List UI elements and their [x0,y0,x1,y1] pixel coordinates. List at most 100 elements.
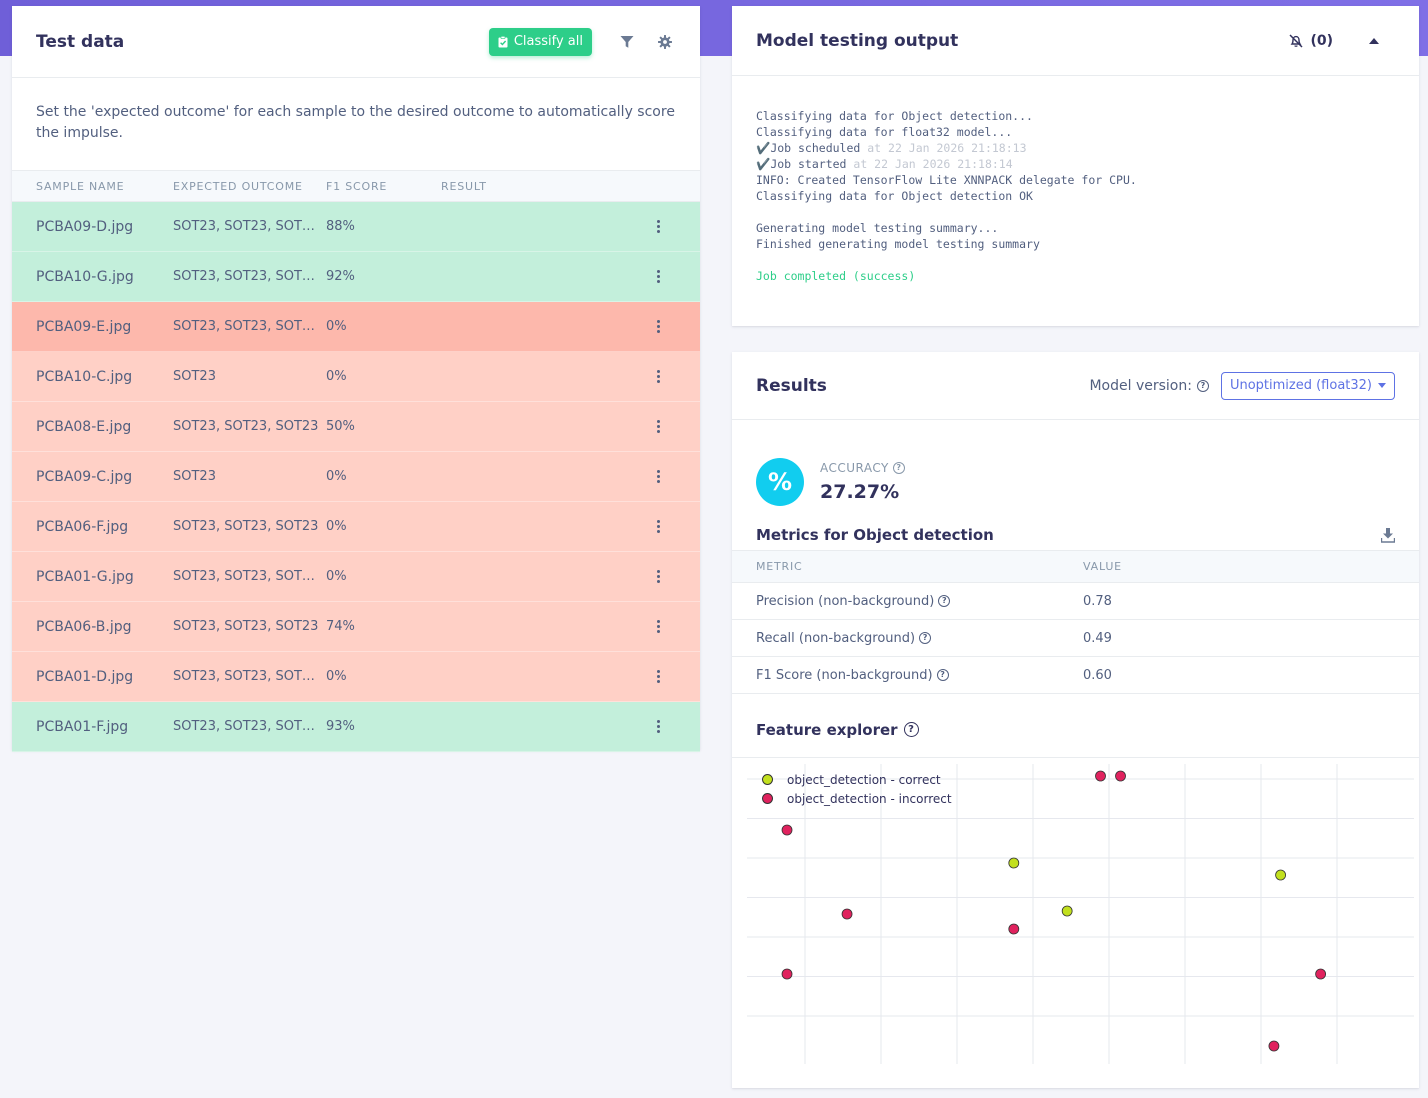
expected-outcome: SOT23 [173,469,216,484]
table-row[interactable]: PCBA06-B.jpg SOT23, SOT23, SOT23 74% [12,602,700,652]
help-icon[interactable]: ? [903,722,919,737]
test-data-title: Test data [36,31,125,52]
row-menu-icon[interactable] [643,420,673,433]
point-correct[interactable] [1275,869,1286,881]
sample-name[interactable]: PCBA10-C.jpg [36,368,133,385]
console-line: Classifying data for Object detection OK [756,188,1395,204]
results-header: Results Model version: ? Unoptimized (fl… [732,352,1419,420]
row-menu-icon[interactable] [643,470,673,483]
sample-name[interactable]: PCBA06-B.jpg [36,618,132,635]
metric-value: 0.60 [1083,667,1112,683]
feature-explorer-chart [747,764,1414,1064]
sample-name[interactable]: PCBA01-G.jpg [36,568,134,585]
row-menu-icon[interactable] [643,670,673,683]
point-incorrect[interactable] [841,908,853,920]
point-incorrect[interactable] [1095,770,1106,782]
collapse-output-button[interactable] [1367,37,1381,44]
sample-name[interactable]: PCBA01-F.jpg [36,718,129,735]
metric-row: Recall (non-background)? 0.49 [732,620,1419,657]
sample-name[interactable]: PCBA09-C.jpg [36,468,133,485]
row-menu-icon[interactable] [643,270,673,283]
f1-score: 0% [326,369,347,384]
download-icon[interactable] [1381,527,1395,543]
model-version-select[interactable]: Unoptimized (float32) [1220,371,1395,400]
metric-name-text: Precision (non-background) [756,593,935,609]
sample-name[interactable]: PCBA09-D.jpg [36,218,134,235]
row-menu-icon[interactable] [643,720,673,733]
metric-name-text: Recall (non-background) [756,630,916,646]
job-completed-line: Job completed (success) [756,269,916,283]
sample-name[interactable]: PCBA10-G.jpg [36,268,134,285]
legend-item[interactable]: object_detection - correct [762,770,952,789]
f1-score: 92% [326,269,355,284]
model-version-text: Model version: [1089,377,1192,394]
console-line: ✔️Job scheduled at 22 Jan 2026 21:18:13 [756,140,1395,156]
expected-outcome: SOT23, SOT23, SOT23, SOT23 [173,569,326,584]
point-incorrect[interactable] [1115,770,1126,782]
row-menu-icon[interactable] [643,520,673,533]
clipboard-check-icon [498,35,508,47]
test-data-table-header: SAMPLE NAME EXPECTED OUTCOME F1 SCORE RE… [12,170,700,202]
point-incorrect[interactable] [1268,1040,1280,1052]
row-menu-icon[interactable] [643,220,673,233]
f1-score: 74% [326,619,355,634]
console-timestamp: at 22 Jan 2026 21:18:14 [846,157,1013,171]
row-menu-icon[interactable] [643,620,673,633]
table-row[interactable]: PCBA10-G.jpg SOT23, SOT23, SOT23, SOT2392… [12,252,700,302]
help-icon[interactable]: ? [936,669,949,681]
row-menu-icon[interactable] [643,570,673,583]
f1-score: 93% [326,719,355,734]
feature-explorer-header: Feature explorer ? [732,702,1419,758]
console-line-text: ✔️Job started [756,157,847,171]
sample-name[interactable]: PCBA01-D.jpg [36,668,134,685]
point-correct[interactable] [1008,857,1020,869]
console-line-text: Classifying data for Object detection OK [756,189,1033,203]
row-menu-icon[interactable] [643,370,673,383]
console-line: Finished generating model testing summar… [756,236,1395,252]
help-icon[interactable]: ? [938,595,951,607]
point-correct[interactable] [1061,905,1073,917]
table-row[interactable]: PCBA08-E.jpg SOT23, SOT23, SOT23 50% [12,402,700,452]
filter-button[interactable] [616,31,638,53]
classify-all-button[interactable]: Classify all [488,27,592,56]
f1-score: 0% [326,569,347,584]
sample-name[interactable]: PCBA08-E.jpg [36,418,132,435]
test-data-description: Set the 'expected outcome' for each samp… [36,104,675,141]
console-line: ✔️Job started at 22 Jan 2026 21:18:14 [756,156,1395,172]
f1-score: 0% [326,519,347,534]
notifications-toggle[interactable]: (0) [1288,33,1333,49]
point-incorrect[interactable] [781,824,793,836]
f1-score: 0% [326,319,347,334]
table-row[interactable]: PCBA01-F.jpg SOT23, SOT23, SOT23, SOT2393… [12,702,700,752]
help-icon[interactable]: ? [892,462,905,474]
help-icon[interactable]: ? [919,632,932,644]
row-menu-icon[interactable] [643,320,673,333]
point-incorrect[interactable] [781,968,793,980]
console-timestamp: at 22 Jan 2026 21:18:13 [860,141,1027,155]
help-icon[interactable]: ? [1196,379,1209,392]
metric-name: Precision (non-background)? [756,594,1083,609]
table-row[interactable]: PCBA09-D.jpg SOT23, SOT23, SOT23, SOT2388… [12,202,700,252]
table-row[interactable]: PCBA06-F.jpg SOT23, SOT23, SOT23 0% [12,502,700,552]
table-row[interactable]: PCBA09-C.jpg SOT23 0% [12,452,700,502]
f1-score: 50% [326,419,355,434]
model-version-label: Model version: ? [1089,377,1209,394]
legend-item[interactable]: object_detection - incorrect [762,789,952,808]
sample-name[interactable]: PCBA09-E.jpg [36,318,132,335]
legend-marker [762,793,773,804]
table-row[interactable]: PCBA10-C.jpg SOT23 0% [12,352,700,402]
point-incorrect[interactable] [1315,968,1327,980]
sample-name[interactable]: PCBA06-F.jpg [36,518,129,535]
settings-button[interactable] [654,31,676,53]
gear-icon [658,34,672,49]
console-line-text: Classifying data for Object detection... [756,109,1033,123]
column-metric: METRIC [756,560,803,573]
filter-icon [620,35,634,48]
f1-score: 0% [326,469,347,484]
accuracy-block: % ACCURACY ? 27.27% [732,420,1419,520]
metric-row: F1 Score (non-background)? 0.60 [732,657,1419,694]
point-incorrect[interactable] [1008,923,1020,935]
